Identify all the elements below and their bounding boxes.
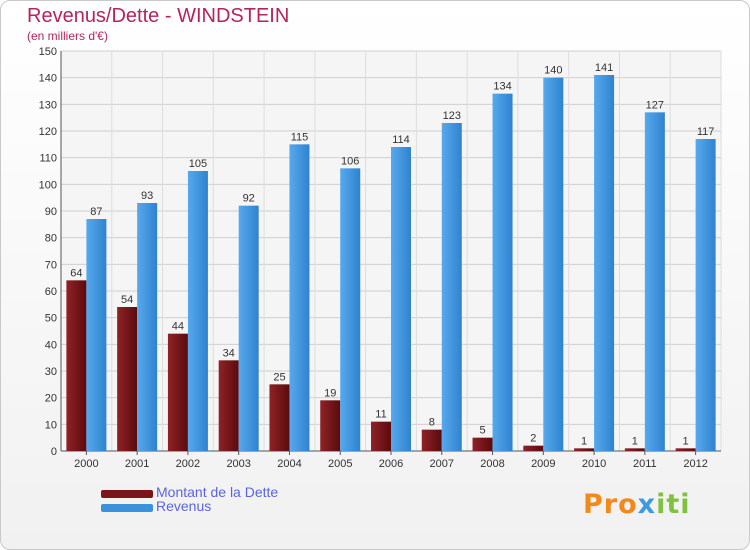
bar-revenue [340,168,361,452]
data-label-debt: 11 [375,409,386,421]
legend-label-debt: Montant de la Dette [156,484,279,500]
bar-revenue [391,147,411,451]
data-label-debt: 44 [172,321,184,333]
y-tick-label: 80 [45,233,57,245]
x-tick-label: 2012 [683,458,707,470]
bar-debt [574,448,595,451]
bar-debt [320,400,341,451]
data-label-debt: 64 [70,267,82,279]
x-tick-label: 2000 [74,458,98,470]
data-label-debt: 2 [530,433,536,445]
y-tick-label: 90 [45,206,57,218]
bar-debt [421,429,442,451]
chart-subtitle: (en milliers d'€) [27,29,108,43]
bar-revenue [492,93,513,452]
y-tick-label: 20 [45,393,57,405]
proxiti-logo: Proxiti [583,489,691,520]
chart-title: Revenus/Dette - WINDSTEIN [27,5,290,27]
y-tick-label: 70 [45,259,57,271]
x-tick-label: 2005 [328,458,352,470]
y-tick-label: 60 [45,286,57,298]
bar-revenue [594,75,615,451]
y-tick-label: 130 [39,99,57,111]
data-label-debt: 25 [273,371,285,383]
data-label-revenue: 93 [141,190,153,202]
bar-revenue [543,77,564,452]
logo-part-3: iti [656,489,691,520]
data-label-revenue: 127 [646,99,664,111]
bar-revenue [238,205,259,451]
y-tick-label: 150 [39,46,57,58]
y-tick-label: 30 [45,366,57,378]
data-label-debt: 1 [683,435,689,447]
data-label-debt: 34 [223,347,235,359]
bar-debt [66,280,87,451]
logo-part-1: Pro [583,489,638,520]
bar-debt [371,421,391,451]
data-label-revenue: 134 [493,81,511,93]
data-label-revenue: 87 [90,206,102,218]
bar-debt [624,448,645,451]
bar-revenue [441,123,462,451]
x-tick-label: 2004 [277,458,301,470]
data-label-revenue: 106 [341,155,359,167]
bar-revenue [137,203,158,451]
bar-debt [675,448,696,451]
data-label-revenue: 105 [189,158,207,170]
y-tick-label: 50 [45,313,57,325]
x-tick-label: 2003 [226,458,250,470]
legend-label-revenue: Revenus [156,498,212,514]
data-label-debt: 8 [429,417,435,429]
legend-swatch-debt [101,490,153,498]
bar-debt [472,437,493,451]
x-tick-label: 2011 [633,458,657,470]
x-tick-label: 2007 [430,458,454,470]
data-label-debt: 1 [581,435,587,447]
bar-debt [167,333,188,451]
x-tick-label: 2002 [176,458,200,470]
x-tick-label: 2010 [582,458,606,470]
y-tick-label: 100 [39,179,57,191]
bar-revenue [695,139,716,451]
bar-debt [218,360,239,451]
data-label-revenue: 140 [544,65,562,77]
bar-revenue [644,112,665,451]
x-tick-label: 2001 [125,458,149,470]
y-tick-label: 120 [39,126,57,138]
bar-debt [117,307,138,451]
y-tick-label: 110 [39,153,57,165]
data-label-revenue: 92 [243,193,255,205]
bar-debt [269,384,290,451]
data-label-revenue: 123 [443,110,461,122]
x-tick-label: 2006 [379,458,403,470]
data-label-debt: 54 [121,294,133,306]
x-tick-label: 2008 [480,458,504,470]
bar-revenue [187,171,208,451]
data-label-debt: 1 [632,435,638,447]
y-tick-label: 40 [45,339,57,351]
y-tick-label: 0 [51,446,57,458]
bar-revenue [86,219,107,451]
bar-debt [523,445,544,451]
data-label-debt: 19 [324,387,336,399]
x-tick-label: 2009 [531,458,555,470]
data-label-revenue: 115 [291,131,309,143]
data-label-revenue: 141 [595,62,613,74]
logo-part-2: x [637,489,657,520]
y-tick-label: 140 [39,73,57,85]
data-label-debt: 5 [479,425,485,437]
y-tick-label: 10 [45,419,57,431]
data-label-revenue: 114 [392,134,410,146]
data-label-revenue: 117 [697,126,715,138]
bar-revenue [289,144,310,452]
legend-swatch-revenue [101,504,153,512]
